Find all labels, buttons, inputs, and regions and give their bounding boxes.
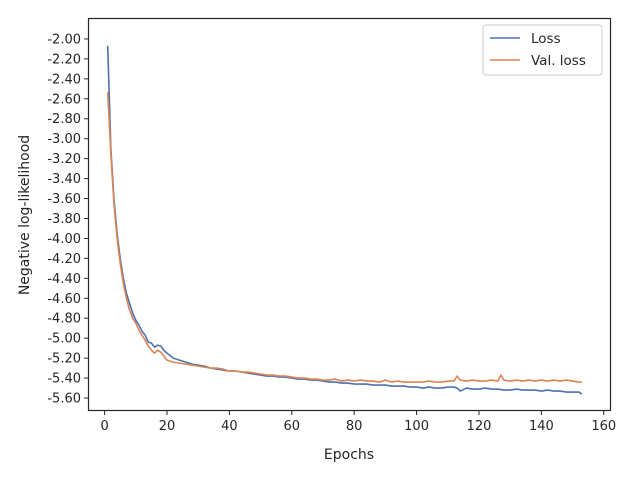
y-tick-label: -3.20 [47,152,81,167]
x-axis-ticks: 0 20 40 60 80 100 120 140 160 [100,410,616,434]
y-axis-ticks: -2.00 -2.20 -2.40 -2.60 -2.80 -3.00 -3.20 -3.40… [47,32,89,407]
y-tick-label: -4.00 [47,232,81,247]
y-tick-label: -4.60 [47,292,81,307]
x-tick-label: 40 [221,419,238,434]
plot-frame [87,17,612,412]
y-tick-label: -2.00 [47,32,81,47]
y-tick-label: -3.40 [47,172,81,187]
y-tick-label: -5.00 [47,332,81,347]
x-tick-label: 120 [467,419,492,434]
legend: Loss Val. loss [482,24,603,76]
x-tick-label: 140 [529,419,554,434]
y-tick-label: -4.80 [47,312,81,327]
y-tick-label: -2.60 [47,92,81,107]
legend-label-loss: Loss [531,31,561,47]
legend-label-val-loss: Val. loss [531,53,586,69]
series-line-val-loss [106,91,582,383]
plot-lines [106,45,583,395]
y-tick-label: -5.60 [47,392,81,407]
x-tick-label: 20 [159,419,176,434]
x-axis-title: Epochs [324,447,374,463]
series-line-loss [106,45,583,395]
y-tick-label: -3.60 [47,192,81,207]
y-tick-label: -5.20 [47,352,81,367]
x-tick-label: 0 [100,419,108,434]
x-tick-label: 80 [346,419,363,434]
y-tick-label: -3.00 [47,132,81,147]
x-tick-label: 60 [284,419,301,434]
y-tick-label: -2.80 [47,112,81,127]
y-tick-label: -3.80 [47,212,81,227]
x-tick-label: 100 [404,419,429,434]
y-tick-label: -2.40 [47,72,81,87]
y-tick-label: -4.20 [47,252,81,267]
y-tick-label: -4.40 [47,272,81,287]
y-tick-label: -5.40 [47,372,81,387]
y-tick-label: -2.20 [47,52,81,67]
y-axis-title: Negative log-likelihood [17,135,33,295]
x-tick-label: 160 [591,419,616,434]
